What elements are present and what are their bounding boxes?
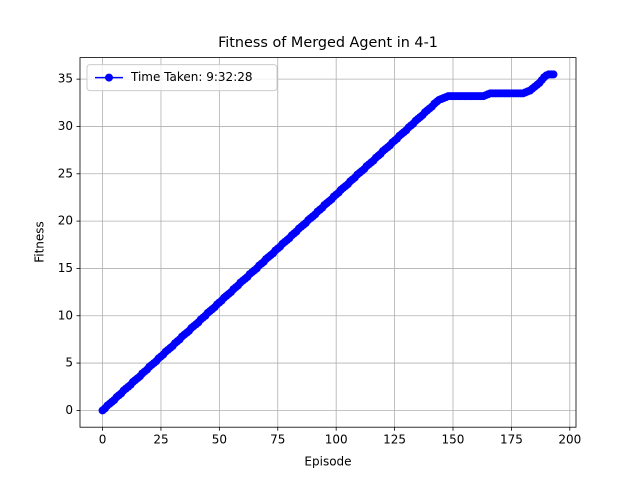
- y-tick-label: 35: [58, 72, 73, 86]
- x-tick-label: 200: [558, 433, 581, 447]
- legend: Time Taken: 9:32:28: [86, 64, 278, 92]
- y-tick-label: 20: [58, 214, 73, 228]
- y-tick-label: 25: [58, 166, 73, 180]
- x-tick-label: 125: [383, 433, 406, 447]
- point: [549, 70, 558, 79]
- axes-frame: [79, 57, 577, 428]
- x-tick-label: 50: [212, 433, 227, 447]
- y-tick-label: 30: [58, 119, 73, 133]
- y-tick-label: 0: [65, 403, 73, 417]
- x-tick-label: 150: [442, 433, 465, 447]
- y-tick-label: 5: [65, 356, 73, 370]
- x-tick-label: 0: [99, 433, 107, 447]
- plot-area: 0 25 50 75 100 125 150 175 200 0 5 10 15 20 25 30 35: [58, 57, 581, 447]
- x-tick-label: 25: [153, 433, 168, 447]
- x-axis-label: Episode: [304, 455, 351, 469]
- chart-title: Fitness of Merged Agent in 4-1: [218, 35, 438, 51]
- y-axis-label: Fitness: [33, 221, 47, 263]
- legend-marker: [105, 73, 113, 82]
- y-tick-label: 10: [58, 308, 73, 322]
- x-tick-label: 75: [270, 433, 285, 447]
- y-tick-label: 15: [58, 261, 73, 275]
- legend-label: Time Taken: 9:32:28: [130, 70, 253, 84]
- legend-box: [86, 64, 278, 92]
- x-tick-label: 100: [325, 433, 348, 447]
- x-tick-label: 175: [500, 433, 523, 447]
